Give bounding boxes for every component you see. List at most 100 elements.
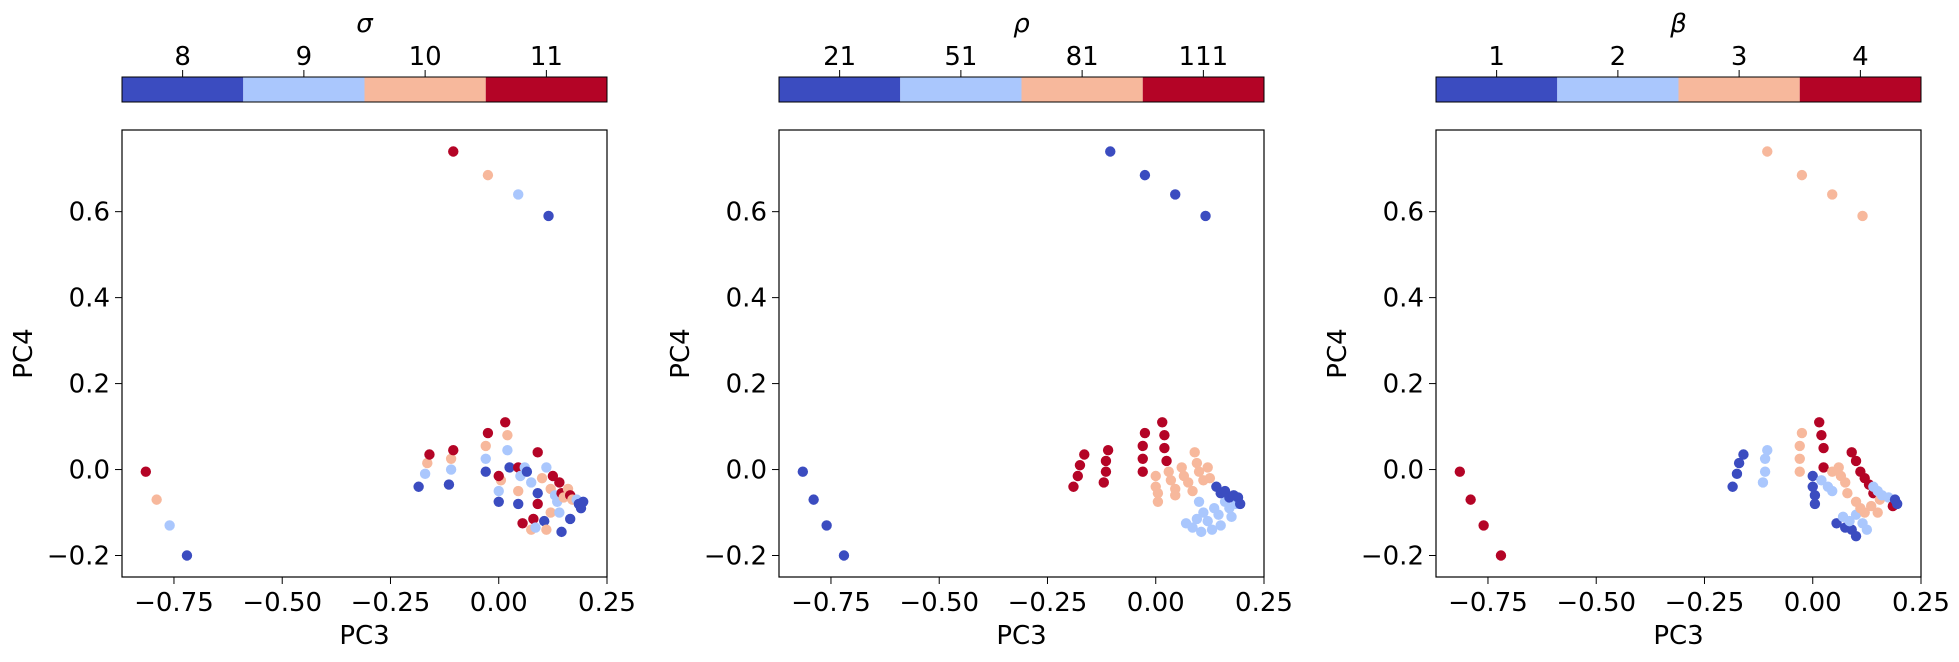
x-axis-label: PC3 (339, 621, 389, 651)
data-point (1850, 455, 1862, 467)
data-point (1196, 526, 1207, 538)
data-point (422, 457, 433, 469)
x-axis-label: PC3 (996, 621, 1046, 651)
plot-frame (778, 129, 1265, 578)
data-point (480, 466, 491, 477)
colorbar-segment (1799, 77, 1921, 102)
colorbar-tick-label: 4 (1852, 42, 1869, 72)
data-point (1840, 477, 1851, 488)
data-point (530, 522, 541, 533)
data-point (1072, 470, 1083, 482)
colorbar-tick-label: 11 (530, 42, 563, 72)
data-point (513, 498, 524, 510)
data-point (1234, 498, 1246, 510)
data-point (1859, 507, 1870, 518)
data-point (797, 466, 809, 477)
y-tick-label: 0.2 (1383, 370, 1424, 400)
data-point (1191, 457, 1203, 469)
y-tick-label: −0.2 (704, 542, 767, 572)
colorbar-frame (1435, 76, 1922, 103)
y-axis-label: PC4 (666, 328, 696, 378)
data-point (1738, 449, 1749, 460)
data-point (1495, 550, 1507, 561)
data-point (1139, 169, 1151, 181)
scatter-points (797, 146, 1246, 561)
data-point (1794, 466, 1805, 477)
data-point (1846, 447, 1857, 458)
data-point (539, 515, 550, 527)
data-point (482, 427, 494, 439)
data-point (1079, 449, 1090, 460)
data-point (502, 445, 513, 456)
scatter-points (140, 146, 589, 561)
colorbar-segment (243, 77, 365, 102)
data-point (1198, 507, 1209, 518)
data-point (1159, 429, 1170, 441)
data-point (1796, 169, 1808, 181)
data-point (1816, 429, 1827, 441)
data-point (493, 496, 504, 507)
data-point (1727, 481, 1738, 492)
colorbar: 8 9 10 11 σ (121, 9, 608, 103)
data-point (554, 477, 565, 488)
data-point (1074, 460, 1086, 471)
x-axis-label: PC3 (1653, 621, 1703, 651)
data-point (480, 453, 491, 465)
data-point (181, 550, 193, 561)
data-point (445, 464, 457, 475)
data-point (1159, 442, 1170, 454)
colorbar-label: σ (356, 9, 374, 39)
colorbar-segment (1142, 77, 1264, 102)
data-point (1809, 498, 1821, 510)
data-point (1170, 490, 1181, 501)
data-point (532, 487, 543, 499)
colorbar-tick-label: 8 (174, 42, 191, 72)
y-tick-label: 0.6 (1383, 198, 1424, 228)
colorbar-segment (1678, 77, 1800, 102)
x-tick-label: 0.25 (1892, 588, 1950, 618)
x-tick-label: 0.00 (470, 588, 528, 618)
data-point (1827, 189, 1838, 200)
plot-frame (1435, 129, 1922, 578)
data-point (1454, 466, 1466, 477)
data-point (1204, 472, 1216, 484)
data-point (541, 462, 552, 473)
data-point (1759, 466, 1771, 477)
data-point (821, 520, 832, 531)
data-point (528, 513, 539, 525)
data-point (1807, 470, 1818, 482)
x-tick-label: −0.50 (1556, 588, 1636, 618)
plot-frame (121, 129, 608, 578)
y-tick-label: −0.2 (1361, 542, 1424, 572)
data-point (1827, 485, 1838, 497)
data-point (577, 496, 589, 507)
data-point (1152, 496, 1164, 507)
colorbar-tick-label: 3 (1731, 42, 1748, 72)
data-point (1733, 457, 1745, 469)
data-point (1759, 453, 1771, 465)
colorbar-tick-label: 2 (1610, 42, 1627, 72)
data-point (1202, 462, 1213, 473)
data-point (547, 470, 559, 482)
data-point (1206, 524, 1218, 535)
x-tick-label: 0.00 (1784, 588, 1842, 618)
colorbar-segment (364, 77, 486, 102)
colorbar-tick-label: 81 (1066, 42, 1099, 72)
data-point (1816, 475, 1827, 486)
data-point (517, 518, 528, 529)
scatter-panel-2: 21 51 81 111 ρ −0.75 −0.50 −0.25 0.00 0.25 PC3 −0.2… (666, 9, 1293, 651)
data-point (1137, 440, 1148, 452)
y-tick-label: 0.6 (726, 198, 767, 228)
x-tick-label: −0.25 (1008, 588, 1088, 618)
scatter-points (1454, 146, 1903, 561)
y-tick-label: 0.0 (726, 456, 767, 486)
data-point (541, 524, 552, 535)
data-point (1478, 520, 1489, 531)
data-point (1213, 509, 1224, 520)
data-point (1818, 462, 1829, 473)
colorbar-label: ρ (1013, 9, 1030, 39)
scatter-panel-1: 8 9 10 11 σ −0.75 −0.50 −0.25 0.00 0.25 PC3 −0.2 0.0… (9, 9, 636, 651)
y-tick-label: 0.2 (69, 370, 110, 400)
x-tick-label: −0.75 (1448, 588, 1528, 618)
data-point (1161, 455, 1172, 467)
